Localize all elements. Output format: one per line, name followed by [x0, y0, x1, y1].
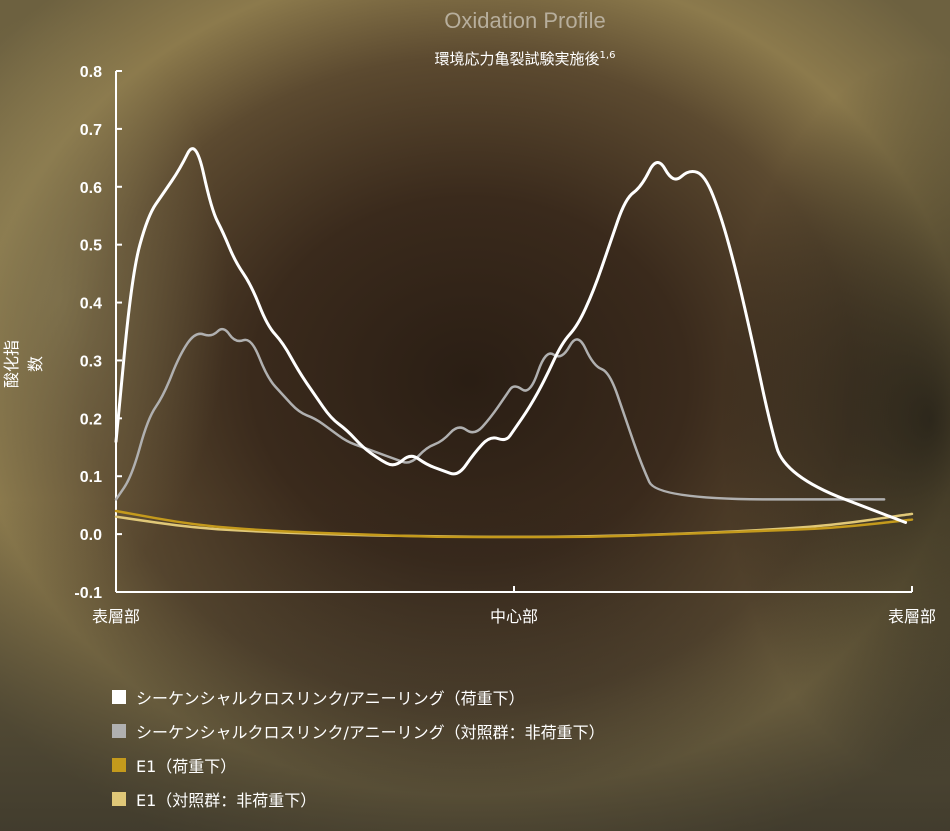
series-line — [114, 512, 914, 539]
y-tick-label: 0.2 — [80, 411, 102, 428]
y-tick-label: 0.6 — [80, 180, 102, 197]
legend: シーケンシャルクロスリンク/アニーリング（荷重下） シーケンシャルクロスリンク/… — [112, 680, 605, 816]
legend-item: シーケンシャルクロスリンク/アニーリング（対照群：非荷重下） — [112, 714, 605, 748]
y-tick-label: 0.7 — [80, 122, 102, 139]
legend-item: シーケンシャルクロスリンク/アニーリング（荷重下） — [112, 680, 605, 714]
subtitle-footnote: 1,6 — [599, 50, 616, 61]
legend-label: E1（対照群：非荷重下） — [136, 791, 317, 810]
chart-title: Oxidation Profile — [444, 8, 606, 33]
oxidation-chart: 0.8 0.7 0.6 0.5 0.4 0.3 0.2 0.1 0.0 -0.1 表層部 中心部 表層部 — [74, 64, 936, 626]
legend-item: E1（対照群：非荷重下） — [112, 782, 605, 816]
subtitle-text: 環境応力亀裂試験実施後 — [434, 50, 600, 68]
legend-swatch — [112, 758, 126, 772]
y-tick-label: -0.1 — [74, 585, 102, 602]
y-tick-label: 0.8 — [80, 64, 102, 81]
x-tick-label: 中心部 — [490, 607, 538, 626]
y-tick-label: 0.3 — [80, 353, 102, 370]
legend-swatch — [112, 690, 126, 704]
legend-swatch — [112, 724, 126, 738]
chart-subtitle: 環境応力亀裂試験実施後1,6 — [0, 48, 950, 69]
legend-label: シーケンシャルクロスリンク/アニーリング（対照群：非荷重下） — [136, 723, 605, 742]
legend-item: E1（荷重下） — [112, 748, 605, 782]
series-line — [114, 147, 908, 525]
series-line — [114, 509, 914, 539]
y-tick-label: 0.4 — [80, 296, 102, 313]
y-tick-label: 0.0 — [80, 527, 102, 544]
legend-label: シーケンシャルクロスリンク/アニーリング（荷重下） — [136, 689, 525, 708]
y-tick-label: 0.1 — [80, 469, 102, 486]
legend-label: E1（荷重下） — [136, 757, 237, 776]
legend-swatch — [112, 792, 126, 806]
y-tick-label: 0.5 — [80, 238, 102, 255]
x-tick-label: 表層部 — [92, 607, 140, 626]
x-tick-label: 表層部 — [888, 607, 936, 626]
